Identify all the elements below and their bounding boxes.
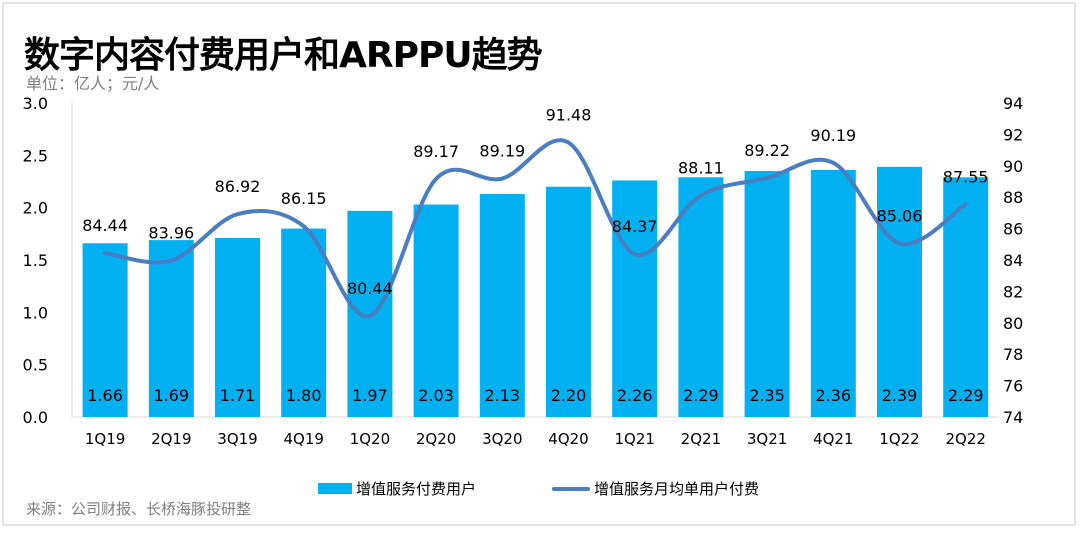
bar-label: 2.03 (418, 386, 454, 405)
bar (215, 238, 260, 417)
bar (281, 228, 327, 417)
x-axis-tick: 4Q20 (548, 430, 588, 448)
line-point (501, 177, 504, 180)
x-axis-tick: 3Q20 (482, 430, 522, 448)
line-label: 89.22 (744, 141, 790, 160)
right-axis-tick: 80 (1003, 314, 1023, 333)
bar (148, 240, 194, 417)
bar-label: 1.97 (352, 386, 388, 405)
right-axis-tick: 82 (1003, 282, 1023, 301)
line-label: 90.19 (810, 126, 856, 145)
unit-label: 单位：亿人；元/人 (26, 74, 160, 93)
line-point (964, 203, 967, 206)
chart-title: 数字内容付费用户和ARPPU趋势 (24, 35, 543, 76)
bar (810, 169, 856, 417)
legend-line-label: 增值服务月均单用户付费 (594, 480, 760, 498)
line-label: 86.15 (281, 189, 327, 208)
left-axis-tick: 0.5 (23, 356, 48, 375)
bar (82, 243, 128, 417)
line-series (103, 138, 968, 319)
bar (479, 194, 525, 417)
line-point (435, 177, 438, 180)
line-label: 89.19 (479, 142, 525, 161)
line-label: 85.06 (877, 206, 923, 225)
bar-label: 2.36 (815, 386, 851, 405)
left-axis-tick: 3.0 (23, 94, 48, 113)
line-point (699, 194, 702, 197)
line-label: 86.92 (215, 177, 261, 196)
right-axis-tick: 90 (1003, 157, 1023, 176)
bar-label: 2.39 (882, 386, 918, 405)
line-point (567, 141, 570, 144)
line-label: 87.55 (943, 167, 989, 186)
right-axis-tick: 88 (1003, 188, 1023, 207)
line-point (236, 213, 239, 216)
right-axis-tick: 86 (1003, 220, 1023, 239)
x-axis-tick: 4Q19 (283, 430, 323, 448)
legend-line-swatch (552, 486, 590, 491)
legend-item-bar: 增值服务付费用户 (318, 478, 476, 499)
bar (744, 171, 790, 417)
line-point (633, 253, 636, 256)
bar (546, 186, 591, 417)
x-axis-tick: 2Q22 (945, 430, 985, 448)
right-axis-tick: 78 (1003, 345, 1023, 364)
line-label: 89.17 (413, 142, 459, 161)
left-axis-tick: 1.0 (23, 303, 48, 322)
right-axis-tick: 84 (1003, 251, 1023, 270)
right-axis-tick: 74 (1003, 408, 1023, 427)
line-point (302, 225, 305, 228)
bar (678, 177, 724, 417)
left-axis-tick: 0.0 (23, 408, 48, 427)
bar-label: 2.13 (484, 386, 520, 405)
legend-item-line: 增值服务月均单用户付费 (552, 478, 759, 499)
line-point (766, 177, 769, 180)
left-axis-tick: 1.5 (23, 251, 48, 270)
line-label: 83.96 (148, 224, 194, 243)
line-label: 84.44 (82, 216, 128, 235)
x-axis-tick: 2Q19 (151, 430, 191, 448)
x-axis-tick: 1Q20 (350, 430, 390, 448)
line-point (898, 242, 901, 245)
line-label: 80.44 (347, 279, 393, 298)
line-label: 84.37 (612, 217, 658, 236)
source-note: 来源：公司财报、长桥海豚投研整 (26, 500, 252, 518)
x-axis-tick: 3Q19 (217, 430, 257, 448)
bar (943, 177, 989, 417)
x-axis-tick: 2Q20 (416, 430, 456, 448)
bar (612, 180, 658, 417)
bar-label: 2.29 (683, 386, 719, 405)
line-point (832, 161, 835, 164)
line-point (104, 252, 107, 255)
bar (877, 166, 922, 417)
bar-label: 2.26 (617, 386, 653, 405)
right-axis-tick: 94 (1003, 94, 1023, 113)
x-axis-tick: 2Q21 (681, 430, 721, 448)
legend-bar-label: 增值服务付费用户 (356, 480, 477, 498)
x-axis-tick: 4Q21 (813, 430, 853, 448)
bar-label: 2.35 (749, 386, 785, 405)
right-axis-tick: 76 (1003, 377, 1023, 396)
left-axis-tick: 2.0 (23, 199, 48, 218)
x-axis-tick: 1Q19 (85, 430, 125, 448)
line-label: 91.48 (546, 106, 592, 125)
line-point (368, 314, 371, 317)
legend-bar-swatch (318, 483, 352, 494)
x-axis-tick: 1Q21 (614, 430, 654, 448)
x-axis-tick: 1Q22 (879, 430, 919, 448)
line-point (170, 259, 173, 262)
bar (413, 204, 459, 417)
bar-label: 2.20 (551, 386, 587, 405)
line-label: 88.11 (678, 158, 724, 177)
bar-label: 1.80 (286, 386, 322, 405)
left-axis-tick: 2.5 (23, 146, 48, 165)
right-axis-tick: 92 (1003, 125, 1023, 144)
x-axis-tick: 3Q21 (747, 430, 787, 448)
bar-label: 1.66 (87, 386, 123, 405)
bar-label: 1.71 (220, 386, 256, 405)
bar-label: 2.29 (948, 386, 984, 405)
bar-label: 1.69 (153, 386, 189, 405)
chart-frame (2, 2, 1076, 526)
